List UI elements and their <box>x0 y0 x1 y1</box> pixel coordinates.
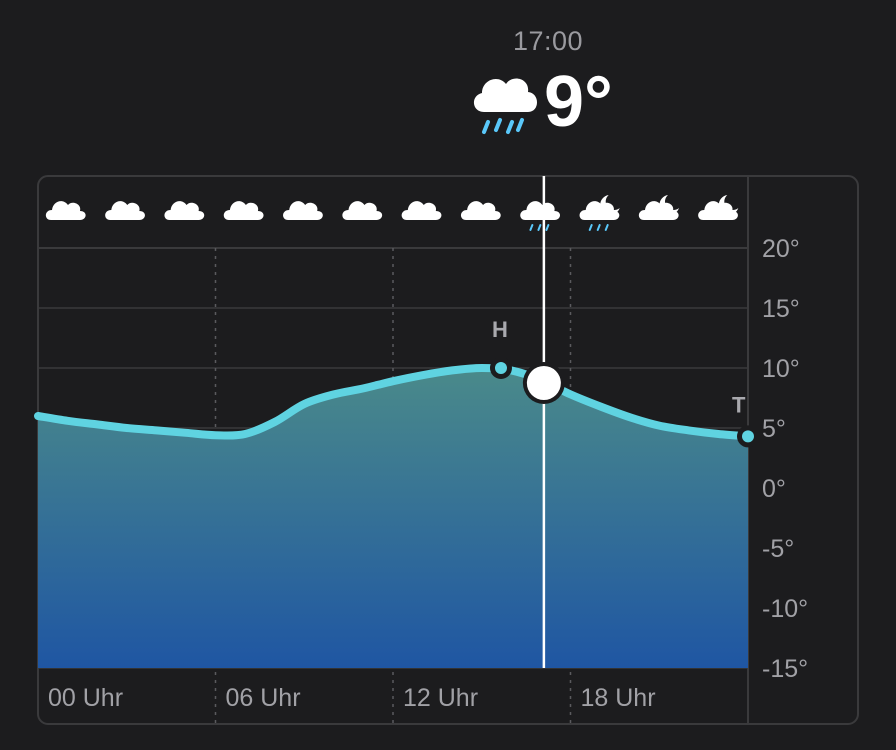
rain-cloud-icon <box>473 78 537 134</box>
temperature-line <box>34 364 752 441</box>
cloud-icon <box>342 201 383 220</box>
selected-time-label: 17:00 <box>512 26 584 56</box>
high-label: H <box>492 317 508 342</box>
cloud-icon <box>460 201 501 220</box>
moon-cloud-icon <box>638 195 679 220</box>
cloud-icon <box>283 201 323 220</box>
moon-rain-cloud-icon <box>579 195 620 231</box>
y-tick-label: -5° <box>762 535 794 563</box>
selected-summary: 9° <box>466 62 613 142</box>
moon-cloud-icon <box>698 195 739 220</box>
cloud-icon <box>223 201 264 220</box>
x-tick-label: 18 Uhr <box>581 684 656 712</box>
y-tick-label: 15° <box>762 295 800 323</box>
x-tick-label: 06 Uhr <box>226 684 301 712</box>
temperature-area <box>38 368 748 668</box>
rain-cloud-icon <box>520 201 561 231</box>
y-tick-label: 0° <box>762 475 786 503</box>
low-label: T <box>732 392 746 417</box>
x-tick-label: 00 Uhr <box>48 684 123 712</box>
cloud-icon <box>401 201 442 220</box>
cloud-icon <box>45 201 86 220</box>
x-tick-label: 12 Uhr <box>403 684 478 712</box>
selection-knob <box>526 366 561 400</box>
y-tick-label: -15° <box>762 655 808 683</box>
y-tick-label: 10° <box>762 355 800 383</box>
y-tick-label: 5° <box>762 415 786 443</box>
selected-temperature: 9° <box>544 62 613 142</box>
y-tick-label: -10° <box>762 595 808 623</box>
cloud-icon <box>164 201 205 220</box>
low-marker <box>742 430 754 443</box>
high-marker <box>494 362 507 374</box>
cloud-icon <box>105 201 145 220</box>
y-tick-label: 20° <box>762 235 800 263</box>
